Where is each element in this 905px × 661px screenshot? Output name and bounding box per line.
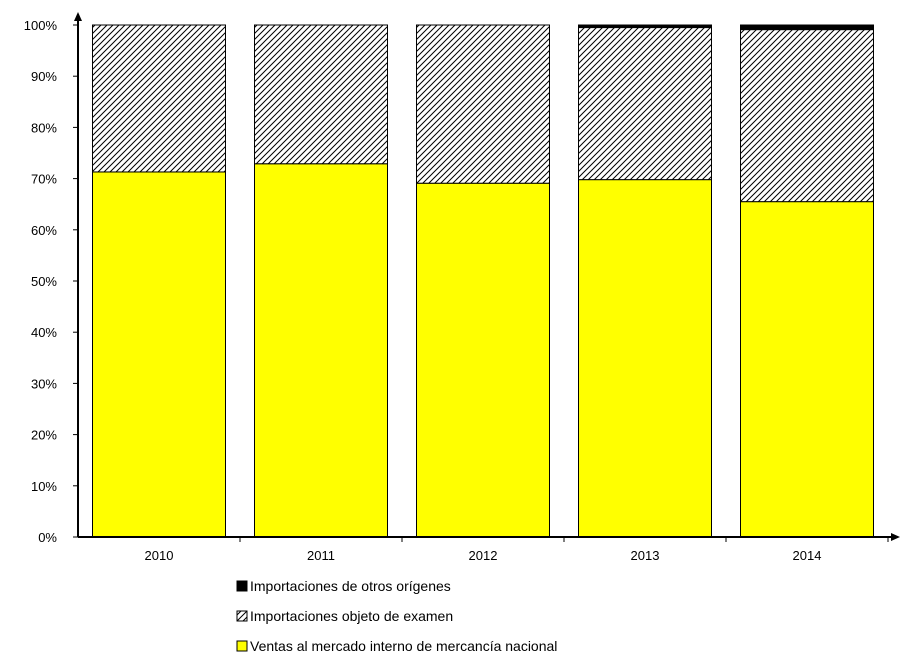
y-tick-label: 60% [31,223,57,238]
x-axis-arrow [891,533,900,541]
y-tick-label: 30% [31,376,57,391]
bar-2011-series-0 [254,163,388,538]
y-tick-label: 70% [31,172,57,187]
bar-2010-series-1 [92,24,226,173]
legend-swatch [236,640,248,652]
y-tick-label: 100% [24,18,58,33]
legend-label: Importaciones de otros orígenes [250,578,451,594]
x-tick-label: 2014 [793,548,822,563]
y-tick-label: 0% [38,530,57,545]
y-tick-label: 80% [31,120,57,135]
bar-2011-series-1 [254,24,388,165]
x-tick-label: 2012 [469,548,498,563]
bar-2014-series-1 [740,29,874,203]
y-tick-label: 10% [31,479,57,494]
y-axis-arrow [74,12,82,21]
bar-2012-series-1 [416,24,550,184]
bars-layer [92,24,874,538]
bar-2010-series-0 [92,171,226,538]
bar-2014-series-0 [740,201,874,538]
y-tick-label: 90% [31,69,57,84]
legend-label: Importaciones objeto de examen [250,608,453,624]
x-tick-label: 2010 [145,548,174,563]
bar-2013-series-0 [578,179,712,538]
legend-swatch [236,610,248,622]
bar-2013-series-1 [578,27,712,181]
x-tick-label: 2011 [307,548,335,563]
y-tick-label: 40% [31,325,57,340]
bar-2013-series-2 [578,24,712,29]
bar-2014-series-2 [740,24,874,31]
legend-swatch [236,580,248,592]
legend-label: Ventas al mercado interno de mercancía n… [250,638,557,654]
legend: Importaciones de otros orígenes Importaci… [236,578,557,654]
y-tick-label: 50% [31,274,57,289]
axes-layer: 0% 10% 20% 30% 40% 50% 60% 70% 80% 90% 100% 2010 201… [24,12,900,563]
bar-2012-series-0 [416,182,550,538]
x-tick-label: 2013 [631,548,660,563]
y-tick-label: 20% [31,428,57,443]
